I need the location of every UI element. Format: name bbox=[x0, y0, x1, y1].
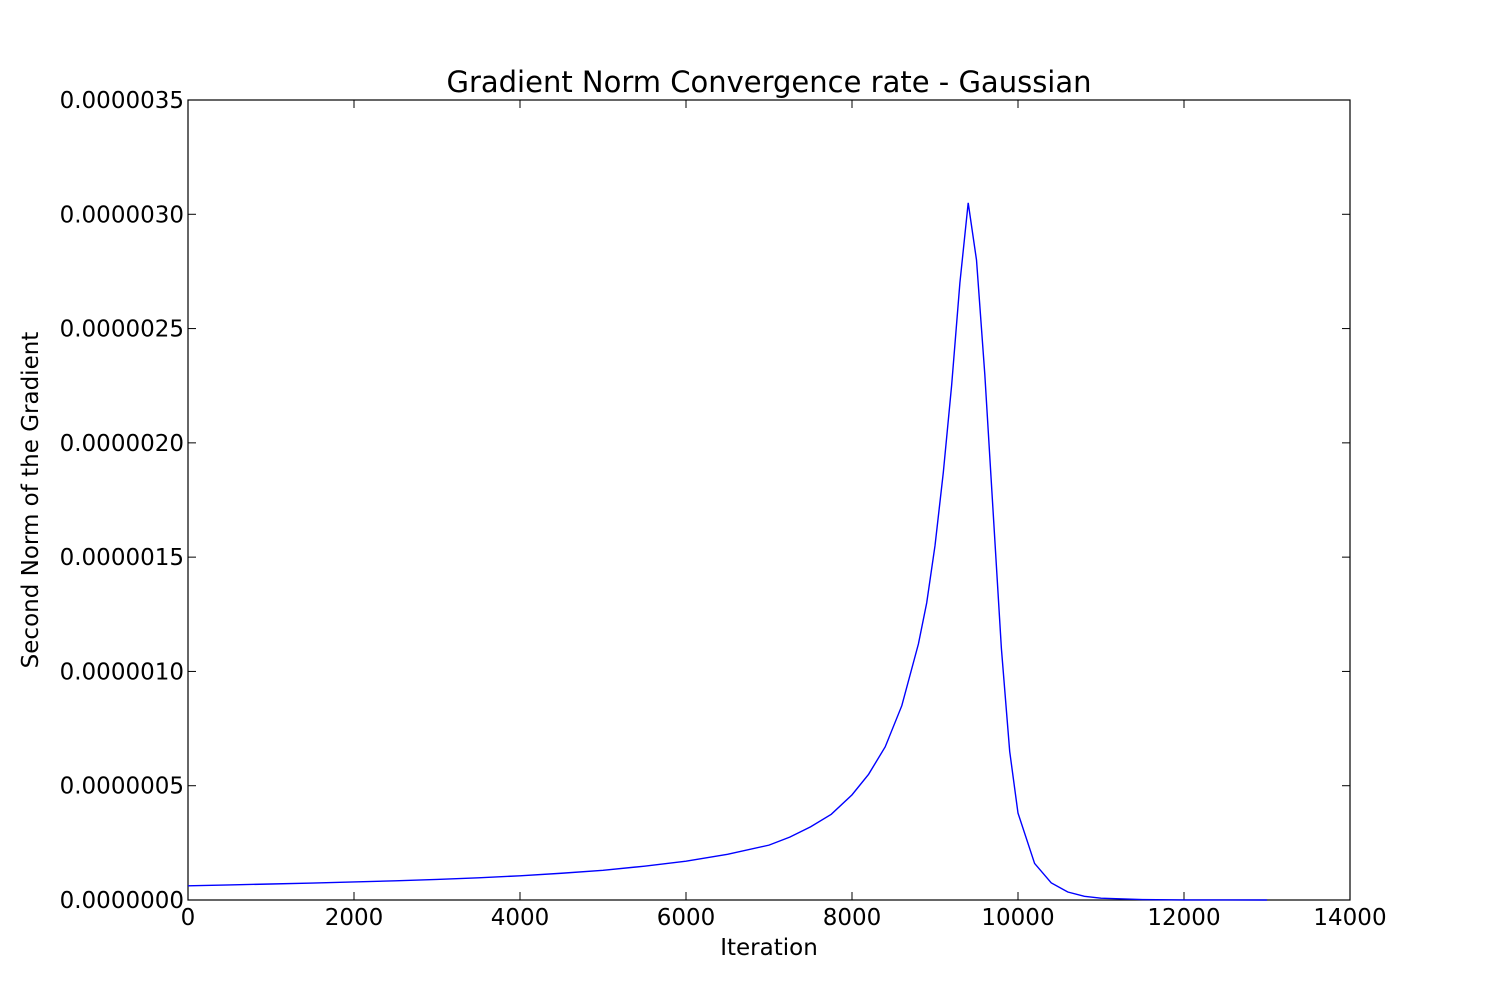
x-tick-label: 0 bbox=[181, 905, 196, 931]
series-layer bbox=[187, 202, 1268, 901]
y-tick-label: 0.0000015 bbox=[60, 545, 184, 571]
x-axis: 0 2000 4000 6000 8000 10000 12000 14000 bbox=[181, 100, 1387, 931]
chart-title: Gradient Norm Convergence rate - Gaussia… bbox=[446, 65, 1091, 99]
y-tick-label: 0.0000005 bbox=[60, 774, 184, 800]
y-tick-label: 0.0000010 bbox=[60, 659, 184, 685]
series-line bbox=[187, 202, 1268, 901]
y-axis: 0.0000000 0.0000005 0.0000010 0.0000015 0.00… bbox=[60, 88, 1350, 914]
x-tick-label: 10000 bbox=[981, 905, 1054, 931]
x-axis-label: Iteration bbox=[720, 935, 818, 961]
plot-frame bbox=[187, 99, 1351, 901]
y-tick-label: 0.0000025 bbox=[60, 317, 184, 343]
x-tick-label: 6000 bbox=[657, 905, 716, 931]
x-tick-label: 8000 bbox=[823, 905, 882, 931]
x-tick-label: 12000 bbox=[1147, 905, 1220, 931]
x-tick-label: 14000 bbox=[1313, 905, 1386, 931]
y-tick-label: 0.0000020 bbox=[60, 431, 184, 457]
x-tick-label: 4000 bbox=[491, 905, 550, 931]
y-tick-label: 0.0000030 bbox=[60, 202, 184, 228]
y-tick-label: 0.0000000 bbox=[60, 888, 184, 914]
x-tick-label: 2000 bbox=[325, 905, 384, 931]
y-axis-label: Second Norm of the Gradient bbox=[18, 332, 44, 669]
y-tick-label: 0.0000035 bbox=[60, 88, 184, 114]
